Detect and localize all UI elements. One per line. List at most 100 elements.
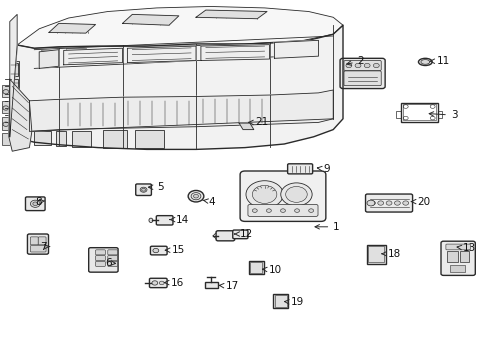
FancyBboxPatch shape: [156, 216, 173, 225]
FancyBboxPatch shape: [108, 261, 118, 266]
FancyBboxPatch shape: [108, 256, 118, 261]
Bar: [450, 265, 465, 272]
Bar: [396, 111, 401, 118]
Bar: [32, 103, 56, 128]
Bar: [2, 133, 12, 145]
Bar: [91, 54, 118, 61]
Text: 12: 12: [235, 229, 253, 239]
Text: 5: 5: [148, 182, 164, 192]
FancyBboxPatch shape: [150, 246, 167, 255]
Circle shape: [369, 201, 375, 205]
Polygon shape: [17, 6, 343, 48]
FancyBboxPatch shape: [149, 278, 167, 288]
Bar: [41, 55, 57, 60]
Circle shape: [378, 201, 384, 205]
Circle shape: [280, 209, 285, 212]
Circle shape: [194, 194, 198, 198]
FancyBboxPatch shape: [344, 71, 381, 86]
Bar: [460, 251, 469, 262]
Circle shape: [281, 183, 312, 206]
Circle shape: [346, 63, 352, 68]
Polygon shape: [49, 23, 96, 33]
Bar: [401, 103, 438, 122]
Text: 4: 4: [203, 197, 215, 207]
Bar: [2, 85, 12, 97]
FancyBboxPatch shape: [25, 197, 45, 211]
Polygon shape: [9, 79, 32, 151]
Bar: [11, 97, 18, 112]
Bar: [198, 98, 266, 124]
Circle shape: [252, 185, 277, 203]
FancyBboxPatch shape: [344, 60, 381, 71]
FancyBboxPatch shape: [248, 204, 318, 216]
Text: 14: 14: [170, 215, 189, 225]
Text: 8: 8: [35, 197, 45, 207]
Text: 9: 9: [318, 164, 330, 174]
Bar: [249, 261, 264, 274]
Circle shape: [403, 201, 409, 205]
Text: 18: 18: [382, 249, 401, 259]
Bar: [33, 114, 40, 120]
Circle shape: [153, 248, 159, 253]
FancyBboxPatch shape: [288, 164, 313, 174]
Circle shape: [30, 200, 40, 207]
Circle shape: [191, 193, 201, 200]
Bar: [66, 48, 86, 52]
Text: 16: 16: [165, 278, 184, 288]
FancyBboxPatch shape: [38, 237, 46, 245]
Bar: [368, 246, 384, 262]
Bar: [33, 100, 40, 104]
Circle shape: [309, 209, 314, 212]
Circle shape: [3, 106, 9, 110]
Circle shape: [267, 209, 271, 212]
Bar: [2, 117, 12, 130]
Circle shape: [140, 187, 147, 192]
Bar: [11, 63, 18, 76]
Circle shape: [286, 186, 307, 202]
Ellipse shape: [149, 218, 153, 222]
Bar: [41, 50, 57, 53]
FancyBboxPatch shape: [340, 58, 385, 89]
Bar: [2, 101, 12, 113]
Circle shape: [152, 281, 158, 285]
Circle shape: [373, 63, 379, 68]
Text: 7: 7: [40, 242, 49, 252]
Text: 21: 21: [249, 117, 268, 127]
Bar: [56, 131, 66, 146]
Bar: [72, 131, 91, 147]
Circle shape: [159, 281, 164, 285]
FancyBboxPatch shape: [96, 250, 105, 255]
FancyBboxPatch shape: [89, 248, 118, 272]
Polygon shape: [201, 45, 270, 60]
Circle shape: [355, 63, 361, 68]
Polygon shape: [64, 48, 122, 65]
Circle shape: [3, 90, 9, 94]
Circle shape: [142, 188, 146, 191]
Circle shape: [386, 201, 392, 205]
Bar: [403, 104, 436, 120]
FancyBboxPatch shape: [108, 250, 118, 255]
FancyBboxPatch shape: [240, 171, 326, 221]
Polygon shape: [122, 14, 179, 25]
Text: 3: 3: [429, 110, 458, 120]
Circle shape: [33, 202, 38, 206]
FancyBboxPatch shape: [30, 237, 38, 245]
Bar: [33, 106, 40, 112]
Circle shape: [246, 181, 283, 208]
Text: 10: 10: [263, 265, 282, 275]
Bar: [205, 282, 218, 288]
Text: 1: 1: [315, 222, 340, 232]
Circle shape: [252, 209, 257, 212]
Polygon shape: [196, 10, 267, 19]
FancyBboxPatch shape: [233, 230, 248, 239]
Circle shape: [367, 200, 375, 206]
Ellipse shape: [418, 58, 432, 66]
FancyBboxPatch shape: [216, 231, 235, 241]
Bar: [447, 251, 458, 262]
FancyBboxPatch shape: [96, 256, 105, 261]
FancyBboxPatch shape: [27, 234, 49, 254]
Bar: [11, 61, 19, 133]
FancyBboxPatch shape: [96, 261, 105, 266]
Ellipse shape: [421, 60, 430, 64]
FancyBboxPatch shape: [136, 184, 151, 195]
